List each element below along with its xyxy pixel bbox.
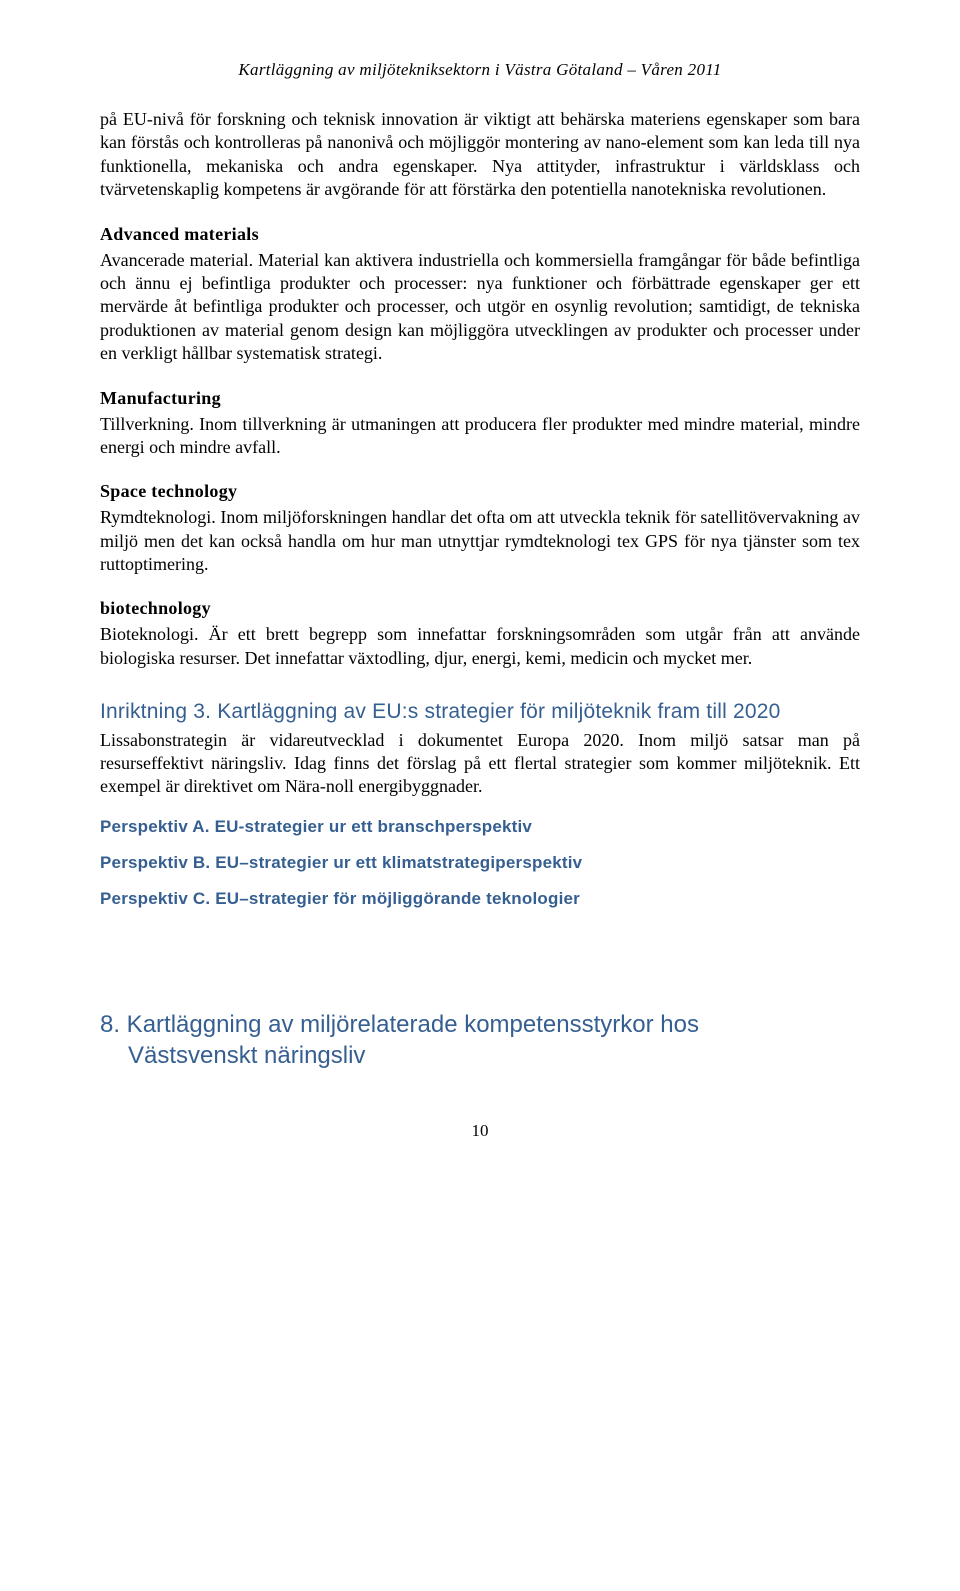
section-heading: Manufacturing xyxy=(100,388,860,409)
section-biotechnology: biotechnology Bioteknologi. Är ett brett… xyxy=(100,598,860,670)
perspective-b: Perspektiv B. EU–strategier ur ett klima… xyxy=(100,853,860,873)
section-heading: Advanced materials xyxy=(100,224,860,245)
perspective-c: Perspektiv C. EU–strategier för möjliggö… xyxy=(100,889,860,909)
page-number: 10 xyxy=(100,1121,860,1141)
page-header: Kartläggning av miljötekniksektorn i Väs… xyxy=(100,60,860,80)
section-body: Tillverkning. Inom tillverkning är utman… xyxy=(100,413,860,460)
section-manufacturing: Manufacturing Tillverkning. Inom tillver… xyxy=(100,388,860,460)
section-space-technology: Space technology Rymdteknologi. Inom mil… xyxy=(100,481,860,576)
perspective-a: Perspektiv A. EU-strategier ur ett brans… xyxy=(100,817,860,837)
section-heading: Space technology xyxy=(100,481,860,502)
section-body: Avancerade material. Material kan aktive… xyxy=(100,249,860,366)
section-advanced-materials: Advanced materials Avancerade material. … xyxy=(100,224,860,366)
chapter-8-line2: Västsvenskt näringsliv xyxy=(100,1040,860,1071)
document-page: Kartläggning av miljötekniksektorn i Väs… xyxy=(0,0,960,1181)
inriktning-body: Lissabonstrategin är vidareutvecklad i d… xyxy=(100,729,860,799)
chapter-8-heading: 8. Kartläggning av miljörelaterade kompe… xyxy=(100,1009,860,1071)
section-body: Bioteknologi. Är ett brett begrepp som i… xyxy=(100,623,860,670)
inriktning-heading: Inriktning 3. Kartläggning av EU:s strat… xyxy=(100,698,860,726)
section-heading: biotechnology xyxy=(100,598,860,619)
intro-paragraph: på EU-nivå för forskning och teknisk inn… xyxy=(100,108,860,202)
section-body: Rymdteknologi. Inom miljöforskningen han… xyxy=(100,506,860,576)
chapter-8-line1: 8. Kartläggning av miljörelaterade kompe… xyxy=(100,1011,699,1038)
